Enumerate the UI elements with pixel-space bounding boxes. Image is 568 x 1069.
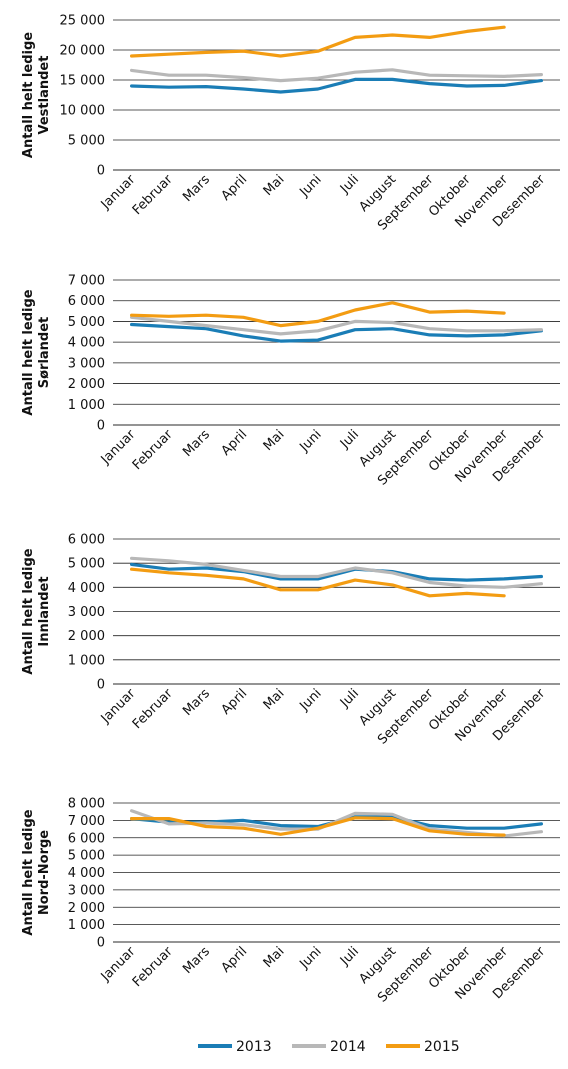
legend-label: 2014 bbox=[330, 1039, 366, 1055]
chart-panel: 0 1 000 2 000 3 000 4 000 5 000 6 000 7 000 8 00… bbox=[21, 797, 560, 1006]
y-axis-label: Nord-Norge bbox=[37, 830, 52, 915]
y-tick-label: 25 000 bbox=[60, 14, 106, 29]
series-line-2015 bbox=[130, 816, 506, 837]
y-tick-label: 4 000 bbox=[68, 336, 105, 351]
y-tick-label: 2 000 bbox=[68, 377, 105, 392]
legend-label: 2015 bbox=[424, 1039, 460, 1055]
x-tick-label: April bbox=[219, 944, 251, 976]
x-tick-label: Juli bbox=[337, 172, 362, 197]
x-tick-label: Juli bbox=[337, 427, 362, 452]
y-tick-label: 7 000 bbox=[68, 814, 105, 829]
x-tick-label: April bbox=[219, 172, 251, 204]
y-tick-label: 5 000 bbox=[68, 315, 105, 330]
series-line-2015 bbox=[130, 301, 506, 328]
series-line-2014 bbox=[130, 556, 544, 589]
y-tick-label: 5 000 bbox=[68, 849, 105, 864]
y-tick-label: 4 000 bbox=[68, 581, 105, 596]
series-line-2014 bbox=[130, 68, 544, 83]
x-tick-label: Mai bbox=[261, 427, 288, 454]
y-tick-label: 3 000 bbox=[68, 356, 105, 371]
y-tick-label: 0 bbox=[97, 936, 105, 951]
x-tick-label: Mars bbox=[180, 427, 213, 460]
series-line-2013 bbox=[130, 562, 544, 582]
y-tick-label: 0 bbox=[97, 419, 105, 434]
y-axis-label: Sørlandet bbox=[37, 317, 52, 389]
series-line-2013 bbox=[130, 322, 544, 343]
x-tick-label: Februar bbox=[130, 944, 176, 990]
y-tick-label: 1 000 bbox=[68, 653, 105, 668]
y-tick-label: 2 000 bbox=[68, 629, 105, 644]
y-tick-label: 15 000 bbox=[60, 74, 106, 89]
legend-label: 2013 bbox=[236, 1039, 272, 1055]
x-tick-label: April bbox=[219, 686, 251, 718]
y-tick-label: 7 000 bbox=[68, 274, 105, 289]
x-tick-label: Februar bbox=[130, 172, 176, 218]
x-tick-label: Mars bbox=[180, 172, 213, 205]
x-tick-label: Mars bbox=[180, 944, 213, 977]
x-tick-label: April bbox=[219, 427, 251, 459]
y-tick-label: 1 000 bbox=[68, 918, 105, 933]
y-tick-label: 3 000 bbox=[68, 883, 105, 898]
y-tick-label: 3 000 bbox=[68, 605, 105, 620]
y-tick-label: 4 000 bbox=[68, 866, 105, 881]
x-tick-label: Juni bbox=[296, 427, 324, 455]
x-tick-label: Februar bbox=[130, 686, 176, 732]
y-tick-label: 6 000 bbox=[68, 831, 105, 846]
y-tick-label: 8 000 bbox=[68, 797, 105, 812]
y-tick-label: 5 000 bbox=[68, 557, 105, 572]
y-axis-label: Antall helt ledige bbox=[21, 809, 36, 935]
x-tick-label: Juli bbox=[337, 944, 362, 969]
x-tick-label: Februar bbox=[130, 427, 176, 473]
chart-legend: 2013 2014 2015 bbox=[198, 1039, 460, 1055]
y-tick-label: 6 000 bbox=[68, 294, 105, 309]
y-tick-label: 0 bbox=[97, 164, 105, 179]
y-axis-label: Antall helt ledige bbox=[21, 32, 36, 158]
y-tick-label: 0 bbox=[97, 678, 105, 693]
y-tick-label: 5 000 bbox=[68, 134, 105, 149]
series-line-2014 bbox=[130, 315, 544, 336]
x-tick-label: Juni bbox=[296, 686, 324, 714]
y-tick-label: 1 000 bbox=[68, 398, 105, 413]
x-tick-label: Juli bbox=[337, 686, 362, 711]
y-axis-label: Antall helt ledige bbox=[21, 289, 36, 415]
x-tick-label: Juni bbox=[296, 172, 324, 200]
x-tick-label: Mars bbox=[180, 686, 213, 719]
series-line-2015 bbox=[130, 567, 506, 598]
y-tick-label: 6 000 bbox=[68, 533, 105, 548]
x-tick-label: Mai bbox=[261, 944, 288, 971]
x-tick-label: Mai bbox=[261, 172, 288, 199]
y-axis-label: Antall helt ledige bbox=[21, 548, 36, 674]
y-tick-label: 10 000 bbox=[60, 104, 106, 119]
series-line-2013 bbox=[130, 77, 544, 94]
y-tick-label: 20 000 bbox=[60, 44, 106, 59]
x-tick-label: Mai bbox=[261, 686, 288, 713]
series-line-2015 bbox=[130, 25, 506, 58]
y-tick-label: 2 000 bbox=[68, 901, 105, 916]
y-axis-label: Vestlandet bbox=[37, 56, 52, 135]
y-axis-label: Innlandet bbox=[37, 576, 52, 646]
x-tick-label: Juni bbox=[296, 944, 324, 972]
